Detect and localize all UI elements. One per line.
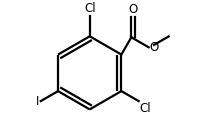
Text: I: I [36, 95, 40, 108]
Text: Cl: Cl [84, 2, 95, 15]
Text: O: O [149, 41, 159, 54]
Text: O: O [128, 3, 138, 16]
Text: Cl: Cl [139, 102, 151, 115]
